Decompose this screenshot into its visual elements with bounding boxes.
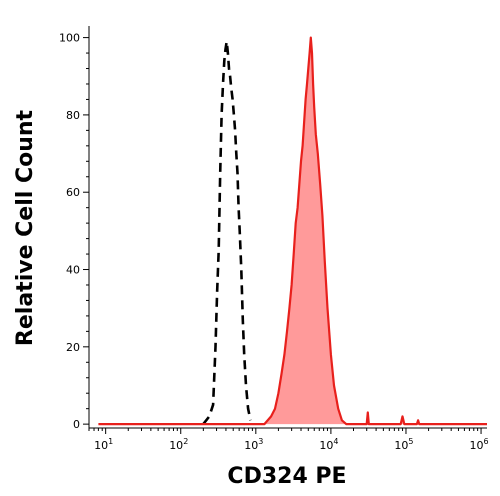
x-tick-label: 103 [244, 437, 263, 452]
x-axis: 101 102 103 104 105 106 [88, 427, 489, 452]
x-axis-title: CD324 PE [227, 464, 346, 489]
series-1-line [202, 40, 252, 425]
y-tick-label: 100 [59, 32, 80, 45]
x-tick-label: 106 [470, 437, 489, 452]
y-axis-title: Relative Cell Count [13, 109, 38, 346]
y-axis: 0 20 40 60 80 100 [59, 26, 90, 431]
y-tick-label: 80 [66, 109, 80, 122]
x-tick-label: 105 [394, 437, 413, 452]
y-tick-label: 40 [66, 264, 80, 277]
x-tick-label: 101 [94, 437, 113, 452]
x-tick-label: 104 [319, 437, 338, 452]
series-2-fill [98, 37, 488, 425]
series-2-line [98, 36, 487, 426]
plot-area [98, 36, 488, 426]
y-tick-label: 20 [66, 341, 80, 354]
y-tick-label: 60 [66, 186, 80, 199]
x-tick-label: 102 [169, 437, 188, 452]
y-tick-label: 0 [73, 418, 80, 431]
